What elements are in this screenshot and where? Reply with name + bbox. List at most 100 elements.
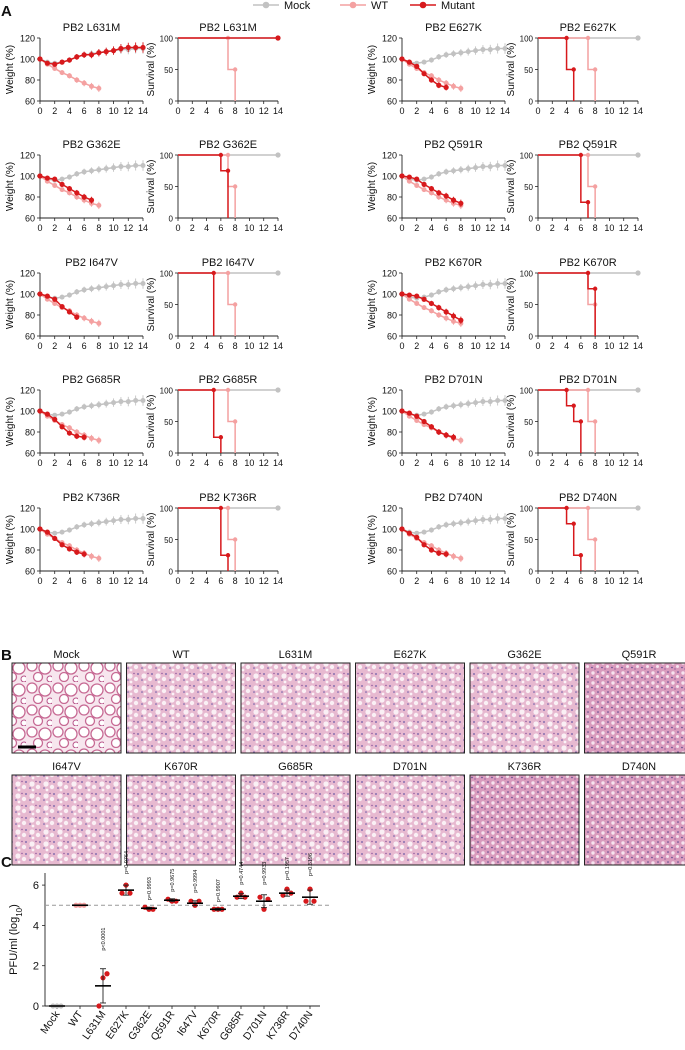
weight-x-tick-label: 2 (414, 341, 419, 351)
mock-weight-series-point (458, 402, 464, 408)
wt-weight-series-point (74, 429, 80, 435)
survival-x-tick-label: 8 (233, 576, 238, 586)
mutant-weight-series-point (59, 542, 65, 548)
weight-x-tick-label: 12 (485, 106, 495, 116)
mock-weight-series-point (436, 54, 442, 60)
weight-axis-label: Weight (%) (367, 280, 378, 329)
p-value-label: p=0.6196 (308, 853, 314, 876)
mutant-weight-series-point (450, 313, 457, 319)
weight-x-tick-label: 2 (52, 341, 57, 351)
weight-x-tick-label: 0 (399, 106, 404, 116)
wt-weight-series-point (89, 83, 94, 89)
weight-x-tick-label: 4 (429, 106, 434, 116)
weight-chart-k670r: PB2 K670R Weight (%) 60 80 100 120 0 2 4 6 8 10 12 14 (367, 257, 510, 351)
survival-x-tick-label: 0 (175, 458, 180, 468)
survival-x-tick-label: 14 (633, 576, 643, 586)
histology-image (584, 774, 685, 866)
weight-y-tick-label: 80 (387, 546, 397, 556)
wt-survival-series-point (232, 302, 238, 307)
mock-weight-series-point (74, 524, 80, 530)
titer-point (104, 971, 110, 977)
survival-axis-label: Survival (%) (506, 513, 517, 567)
wt-weight-series-point (96, 320, 102, 326)
mock-weight-series-point (74, 171, 80, 177)
titer-y-tick-label: 2 (33, 961, 39, 973)
weight-y-tick-label: 60 (25, 567, 35, 577)
wt-weight-series-point (421, 305, 427, 311)
weight-x-tick-label: 12 (123, 576, 133, 586)
weight-y-tick-label: 120 (20, 269, 35, 279)
survival-x-tick-label: 8 (233, 341, 238, 351)
mock-weight-series-point (487, 282, 493, 288)
mock-weight-series-point (118, 399, 124, 405)
mutant-weight-series-point (421, 542, 427, 548)
wt-weight-series-point (436, 312, 442, 318)
mock-survival-series-end-point (275, 270, 281, 276)
weight-x-tick-label: 6 (82, 223, 87, 233)
weight-x-tick-label: 10 (109, 576, 119, 586)
survival-y-tick-label: 0 (169, 98, 174, 107)
mutant-survival-series-end-point (275, 35, 281, 41)
mock-weight-series-point (458, 520, 464, 526)
weight-x-tick-label: 4 (67, 576, 72, 586)
titer-x-tick-label: WT (66, 1008, 86, 1029)
mutant-survival-series-line (538, 37, 575, 101)
mock-survival-series-end-point (635, 505, 641, 511)
histology-tile-l631m: L631M (240, 649, 351, 754)
mock-weight-series-point (81, 169, 87, 175)
survival-chart-title: PB2 G685R (199, 374, 258, 386)
weight-x-tick-label: 12 (485, 341, 495, 351)
legend-item-wt: WT (340, 0, 388, 12)
weight-y-tick-label: 120 (20, 504, 35, 514)
survival-x-tick-label: 4 (204, 223, 209, 233)
mock-weight-series-point (495, 163, 501, 168)
wt-weight-series-point (451, 83, 456, 89)
weight-x-tick-label: 14 (138, 576, 148, 586)
mutant-survival-series-line (538, 272, 596, 336)
survival-x-tick-label: 10 (244, 458, 254, 468)
wt-weight-series-point (96, 202, 102, 208)
mutant-weight-series-point (44, 293, 50, 299)
wt-weight-series-point (89, 553, 94, 559)
mock-weight-series-point (465, 166, 471, 172)
survival-x-tick-label: 10 (604, 223, 614, 233)
wt-weight-series-point (89, 318, 94, 324)
ylabel-end: ) (8, 904, 20, 908)
histology-tile-label: D701N (393, 761, 427, 773)
mutant-weight-series-point (37, 408, 43, 414)
weight-y-tick-label: 100 (382, 172, 397, 182)
titer-point (238, 890, 244, 896)
weight-chart-d740n: PB2 D740N Weight (%) 60 80 100 120 0 2 4 6 8 10 12 14 (367, 492, 510, 586)
mock-weight-series (37, 395, 146, 418)
survival-x-tick-label: 2 (550, 576, 555, 586)
mutant-weight-series-point (44, 529, 50, 535)
weight-x-tick-label: 2 (414, 223, 419, 233)
survival-x-tick-label: 6 (578, 223, 583, 233)
survival-x-tick-label: 8 (233, 458, 238, 468)
histology-tile-wt: WT (126, 649, 236, 754)
weight-y-tick-label: 60 (387, 214, 397, 224)
mutant-weight-series-point (399, 56, 405, 62)
wt-weight-series-point (443, 315, 449, 321)
mock-weight-series-point (89, 168, 94, 174)
weight-y-tick-label: 120 (382, 269, 397, 279)
survival-x-tick-label: 0 (535, 341, 540, 351)
mutant-weight-series-point (414, 176, 420, 182)
weight-x-tick-label: 8 (96, 223, 101, 233)
mock-weight-series-point (59, 176, 65, 182)
weight-chart-q591r: PB2 Q591R Weight (%) 60 80 100 120 0 2 4 6 8 10 12 14 (367, 139, 510, 233)
survival-axis-label: Survival (%) (146, 395, 157, 449)
mock-weight-series-point (495, 281, 501, 286)
wt-weight-series-point (406, 296, 412, 302)
mock-weight-series-point (140, 281, 146, 286)
mock-weight-series-point (140, 516, 146, 521)
weight-y-tick-label: 60 (25, 449, 35, 459)
mutant-weight-series-point (443, 84, 449, 90)
weight-x-tick-label: 12 (123, 341, 133, 351)
weight-x-tick-label: 0 (37, 106, 42, 116)
histology-tile-label: G685R (278, 761, 313, 773)
survival-y-tick-label: 50 (164, 536, 173, 545)
survival-x-tick-label: 0 (175, 576, 180, 586)
